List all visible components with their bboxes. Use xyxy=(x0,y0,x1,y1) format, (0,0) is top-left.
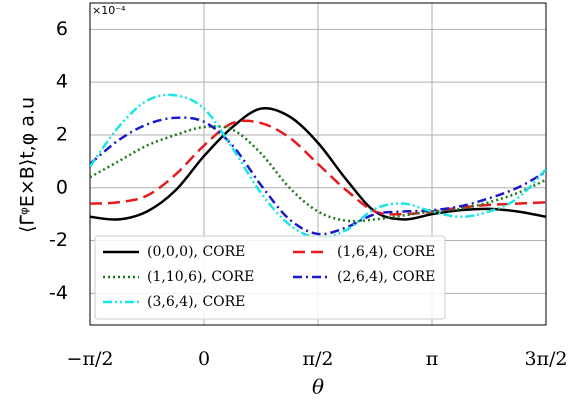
legend-box xyxy=(94,235,446,320)
y-tick-label: 4 xyxy=(56,71,68,93)
x-tick-label: π xyxy=(426,348,439,370)
series-line xyxy=(90,106,546,221)
legend-label: (2,6,4), CORE xyxy=(337,269,435,285)
legend-label: (1,6,4), CORE xyxy=(337,244,435,260)
legend-label: (0,0,0), CORE xyxy=(147,244,245,260)
series-line xyxy=(90,116,546,236)
y-tick-label: 6 xyxy=(56,18,68,40)
x-tick-label: 3π/2 xyxy=(524,348,567,370)
legend-label: (3,6,4), CORE xyxy=(147,294,245,310)
x-tick-label: 0 xyxy=(198,348,210,370)
y-axis-label: ⟨Γ̄ᵠE×B⟩t,φ a.u xyxy=(17,97,39,233)
x-tick-label: π/2 xyxy=(303,348,334,370)
y-tick-label: -4 xyxy=(49,282,68,304)
y-tick-label: -2 xyxy=(49,229,68,251)
multiplier: ×10⁻⁴ xyxy=(92,4,126,17)
x-tick-label: −π/2 xyxy=(67,348,114,370)
series-line xyxy=(90,125,546,223)
x-axis-label: θ xyxy=(312,375,324,399)
legend-label: (1,10,6), CORE xyxy=(147,269,254,285)
y-tick-label: 0 xyxy=(56,176,68,198)
y-tick-label: 2 xyxy=(56,123,68,145)
